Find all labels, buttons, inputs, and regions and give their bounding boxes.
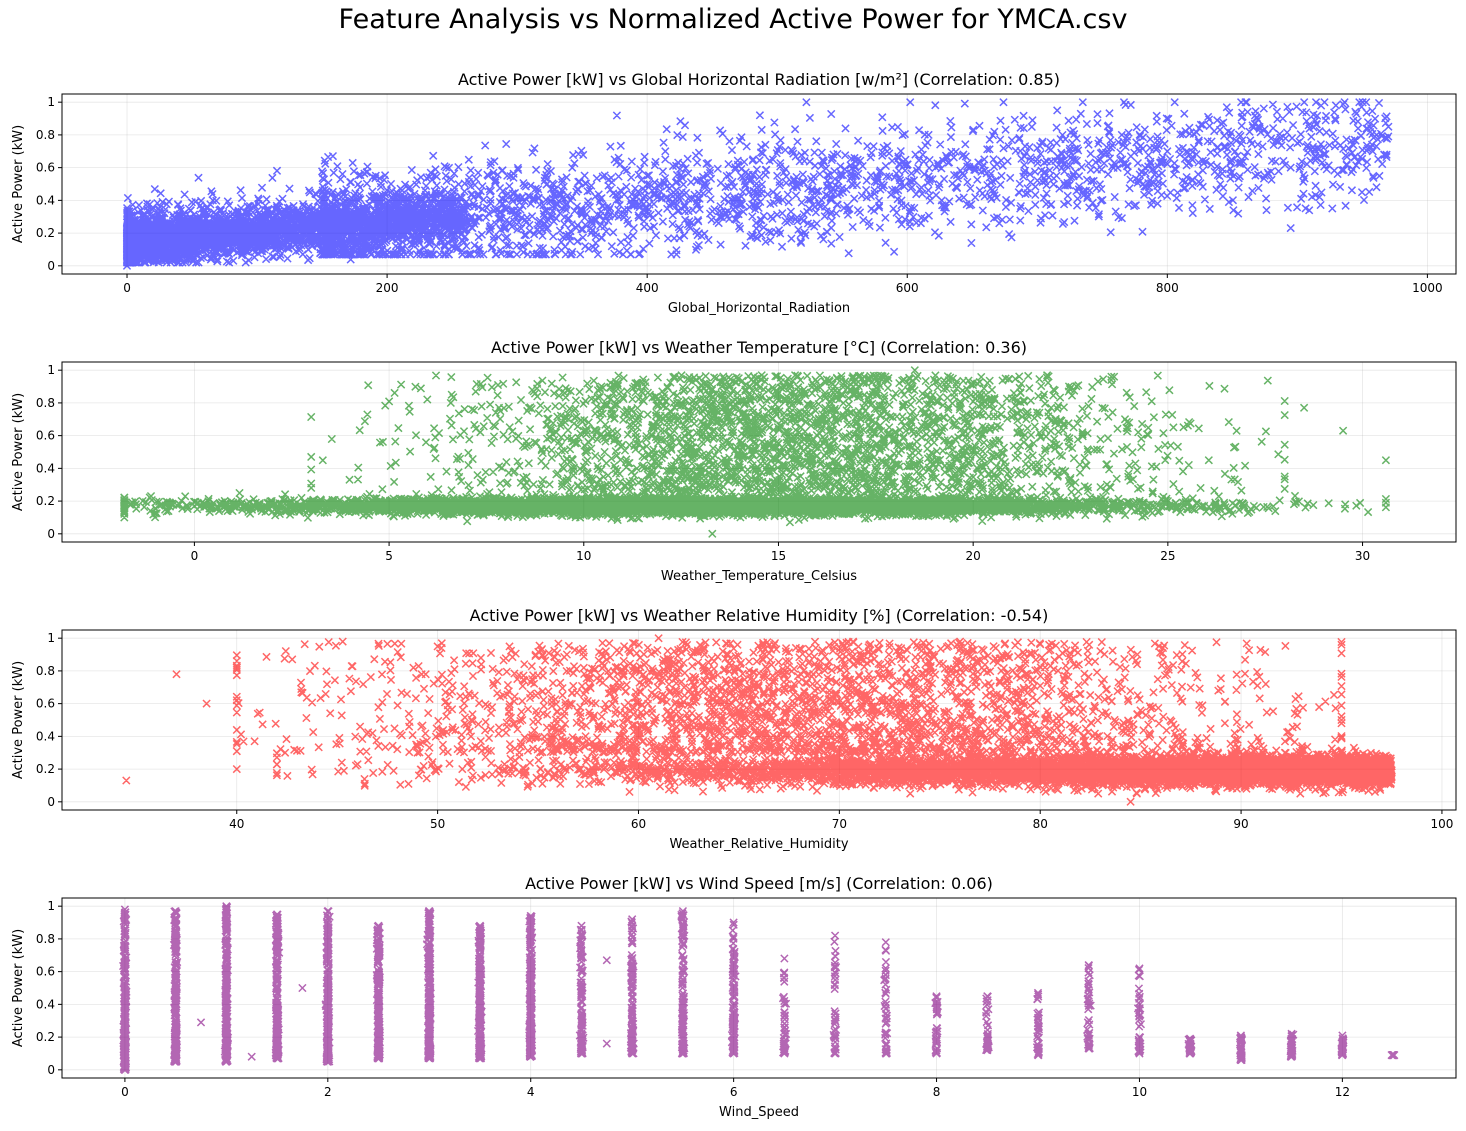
x-tick-label: 40 (229, 817, 244, 831)
panel-title: Active Power [kW] vs Weather Temperature… (491, 338, 1027, 357)
grid-lines (62, 898, 1456, 1078)
x-axis-label: Wind_Speed (719, 1105, 799, 1120)
y-tick-label: 0.6 (36, 965, 55, 979)
y-tick-label: 0.6 (36, 429, 55, 443)
x-tick-label: 4 (527, 1085, 535, 1099)
scatter-points (120, 366, 1391, 538)
scatter-panel-1: 0 200 400 600 800 1000 0 0.2 0.4 0.6 0.8 1 Active Po… (11, 70, 1457, 316)
x-axis-label: Global_Horizontal_Radiation (668, 301, 850, 316)
y-tick-label: 0.8 (36, 128, 55, 142)
y-tick-label: 0.6 (36, 697, 55, 711)
y-tick-label: 0.4 (36, 729, 55, 743)
y-tick-label: 1 (47, 363, 55, 377)
panel-title: Active Power [kW] vs Wind Speed [m/s] (C… (525, 874, 993, 893)
y-axis-label: Active Power (kW) (11, 929, 26, 1047)
y-axis-label: Active Power (kW) (11, 393, 26, 511)
panel-title: Active Power [kW] vs Global Horizontal R… (458, 70, 1060, 89)
x-tick-label: 90 (1233, 817, 1248, 831)
x-tick-label: 600 (896, 281, 919, 295)
x-tick-label: 50 (430, 817, 445, 831)
x-tick-label: 0 (123, 281, 131, 295)
x-tick-label: 80 (1033, 817, 1048, 831)
y-tick-label: 0 (47, 795, 55, 809)
x-tick-label: 10 (576, 549, 591, 563)
figure-title: Feature Analysis vs Normalized Active Po… (338, 4, 1128, 35)
scatter-panel-3: 40 50 60 70 80 90 100 0 0.2 0.4 0.6 0.8 1 Active Powe… (11, 606, 1457, 852)
y-tick-label: 0.4 (36, 193, 55, 207)
y-tick-label: 0 (47, 527, 55, 541)
plot-frame (61, 629, 1457, 811)
x-tick-label: 200 (376, 281, 399, 295)
x-axis-label: Weather_Relative_Humidity (669, 837, 848, 852)
y-tick-label: 0.8 (36, 396, 55, 410)
y-tick-label: 0.4 (36, 461, 55, 475)
x-tick-label: 5 (385, 549, 393, 563)
x-tick-label: 30 (1355, 549, 1370, 563)
x-tick-label: 6 (730, 1085, 738, 1099)
y-tick-label: 1 (47, 631, 55, 645)
x-tick-label: 60 (631, 817, 646, 831)
y-axis-label: Active Power (kW) (11, 125, 26, 243)
plot-frame (61, 361, 1457, 543)
scatter-points (122, 634, 1396, 806)
y-tick-label: 0.2 (36, 762, 55, 776)
plot-frame (61, 897, 1457, 1079)
x-tick-label: 100 (1430, 817, 1453, 831)
x-axis-label: Weather_Temperature_Celsius (661, 569, 857, 584)
x-tick-label: 10 (1132, 1085, 1147, 1099)
x-tick-label: 400 (636, 281, 659, 295)
y-tick-label: 0.6 (36, 161, 55, 175)
y-tick-label: 0.2 (36, 494, 55, 508)
x-tick-label: 1000 (1412, 281, 1443, 295)
scatter-panel-2: 0 5 10 15 20 25 30 0 0.2 0.4 0.6 0.8 1 Active Power [… (11, 338, 1457, 584)
y-tick-label: 0.4 (36, 997, 55, 1011)
x-tick-label: 12 (1335, 1085, 1350, 1099)
y-tick-label: 0.8 (36, 664, 55, 678)
y-tick-label: 1 (47, 95, 55, 109)
panel-title: Active Power [kW] vs Weather Relative Hu… (470, 606, 1049, 625)
x-tick-label: 0 (191, 549, 199, 563)
y-tick-label: 0 (47, 1063, 55, 1077)
x-tick-label: 2 (324, 1085, 332, 1099)
y-axis-label: Active Power (kW) (11, 661, 26, 779)
y-tick-label: 1 (47, 899, 55, 913)
x-tick-label: 8 (933, 1085, 941, 1099)
plot-frame (61, 93, 1457, 275)
x-tick-label: 70 (832, 817, 847, 831)
scatter-points (118, 902, 1399, 1074)
scatter-panel-4: 0 2 4 6 8 10 12 0 0.2 0.4 0.6 0.8 1 Active Power [kW]… (11, 874, 1457, 1120)
y-tick-label: 0.2 (36, 1030, 55, 1044)
x-tick-label: 20 (966, 549, 981, 563)
y-tick-label: 0 (47, 259, 55, 273)
x-tick-label: 0 (121, 1085, 129, 1099)
scatter-points (122, 98, 1393, 270)
y-tick-label: 0.8 (36, 932, 55, 946)
x-tick-label: 800 (1156, 281, 1179, 295)
y-tick-label: 0.2 (36, 226, 55, 240)
x-tick-label: 25 (1160, 549, 1175, 563)
x-tick-label: 15 (771, 549, 786, 563)
